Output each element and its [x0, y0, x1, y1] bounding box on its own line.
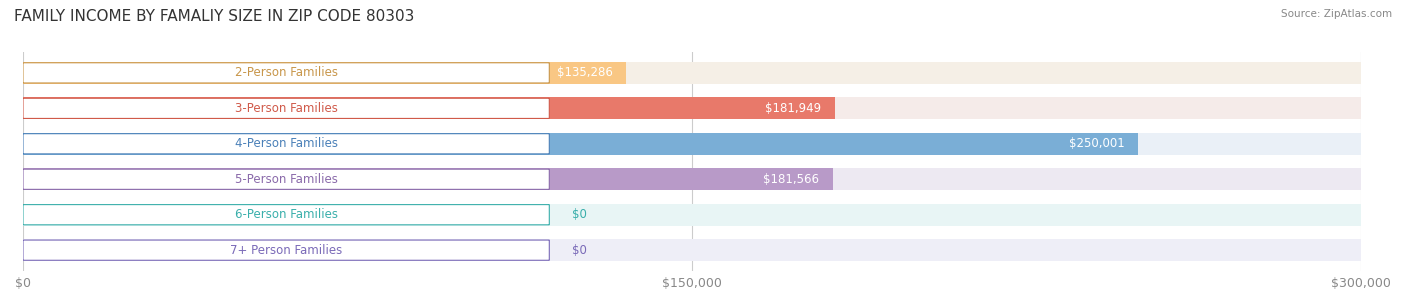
- Bar: [22, 133, 1137, 155]
- Text: Source: ZipAtlas.com: Source: ZipAtlas.com: [1281, 9, 1392, 19]
- Text: 6-Person Families: 6-Person Families: [235, 208, 337, 221]
- FancyBboxPatch shape: [22, 134, 550, 154]
- Bar: [22, 168, 832, 190]
- Bar: [22, 133, 1361, 155]
- Text: $181,566: $181,566: [763, 173, 820, 186]
- Text: 2-Person Families: 2-Person Families: [235, 66, 337, 79]
- Text: $250,001: $250,001: [1069, 137, 1125, 150]
- Text: $181,949: $181,949: [765, 102, 821, 115]
- Text: $0: $0: [572, 208, 586, 221]
- FancyBboxPatch shape: [22, 98, 550, 118]
- Bar: [22, 239, 1361, 261]
- FancyBboxPatch shape: [22, 205, 550, 225]
- Text: FAMILY INCOME BY FAMALIY SIZE IN ZIP CODE 80303: FAMILY INCOME BY FAMALIY SIZE IN ZIP COD…: [14, 9, 415, 24]
- FancyBboxPatch shape: [22, 63, 550, 83]
- Bar: [22, 168, 1361, 190]
- Text: $0: $0: [572, 244, 586, 257]
- Text: 7+ Person Families: 7+ Person Families: [231, 244, 342, 257]
- Text: 3-Person Families: 3-Person Families: [235, 102, 337, 115]
- Bar: [22, 97, 1361, 119]
- FancyBboxPatch shape: [22, 169, 550, 189]
- Bar: [22, 62, 1361, 84]
- Text: 5-Person Families: 5-Person Families: [235, 173, 337, 186]
- Text: $135,286: $135,286: [557, 66, 613, 79]
- FancyBboxPatch shape: [22, 240, 550, 260]
- Bar: [22, 204, 1361, 226]
- Bar: [22, 62, 627, 84]
- Bar: [22, 97, 835, 119]
- Text: 4-Person Families: 4-Person Families: [235, 137, 337, 150]
